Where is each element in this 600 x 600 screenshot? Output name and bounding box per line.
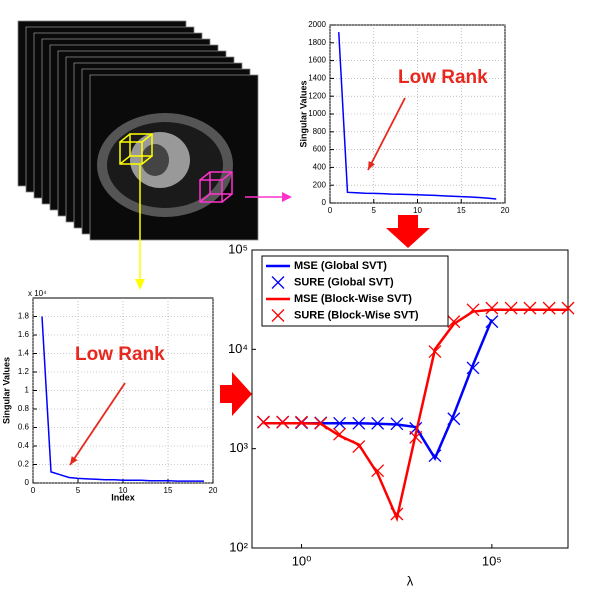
series-line	[41, 316, 204, 482]
y-tick-label: 0	[322, 198, 327, 207]
annotation-arrow	[69, 382, 126, 466]
marker	[447, 315, 461, 329]
marker	[466, 303, 480, 317]
marker	[485, 315, 499, 329]
annotation: Low Rank	[398, 67, 488, 88]
y-tick-label: 1800	[308, 38, 326, 47]
yellow-arrow	[135, 165, 145, 290]
marker	[485, 301, 499, 315]
x-tick-label: 5	[372, 206, 377, 215]
y-scale-label: x 10⁴	[28, 289, 47, 298]
series-line	[263, 308, 568, 523]
x-tick-label: 0	[31, 486, 36, 495]
marker	[256, 415, 270, 429]
y-tick-label: 10³	[229, 440, 248, 455]
y-tick-label: 1.4	[18, 349, 30, 358]
marker	[390, 507, 404, 521]
x-tick-label: 10	[413, 206, 422, 215]
y-tick-label: 1400	[308, 74, 326, 83]
marker	[352, 416, 366, 430]
y-tick-label: 10²	[229, 539, 248, 554]
magenta-cube	[199, 171, 233, 203]
annotation: Low Rank	[75, 344, 165, 365]
y-tick-label: 1000	[308, 109, 326, 118]
y-tick-label: 0.2	[18, 460, 30, 469]
annotation-arrowhead	[368, 161, 375, 170]
marker	[542, 301, 556, 315]
y-tick-label: 10⁵	[228, 241, 248, 256]
y-tick-label: 2000	[308, 20, 326, 29]
x-tick-label: 10	[119, 486, 128, 495]
x-tick-label: 0	[328, 206, 333, 215]
x-tick-label: 20	[501, 206, 510, 215]
series-line	[338, 32, 497, 200]
marker	[371, 464, 385, 478]
marker	[428, 345, 442, 359]
y-tick-label: 400	[313, 163, 327, 172]
y-tick-label: 800	[313, 127, 327, 136]
marker	[352, 440, 366, 454]
legend-label: MSE (Global SVT)	[294, 260, 387, 272]
marker	[333, 427, 347, 441]
marker	[333, 416, 347, 430]
legend-swatch	[271, 276, 285, 289]
x-tick-label: 5	[76, 486, 81, 495]
y-tick-label: 10⁴	[228, 341, 248, 356]
marker	[409, 430, 423, 444]
legend-label: SURE (Block-Wise SVT)	[294, 309, 419, 321]
marker	[409, 421, 423, 435]
x-tick-label: 15	[164, 486, 173, 495]
x-tick-label: 15	[457, 206, 466, 215]
y-tick-label: 0.8	[18, 404, 30, 413]
annotation-arrow	[367, 97, 406, 171]
y-axis-label: Singular Values	[1, 357, 11, 424]
marker	[447, 412, 461, 426]
y-tick-label: 0	[25, 478, 30, 487]
yellow-cube	[119, 133, 153, 165]
marker	[314, 416, 328, 430]
y-tick-label: 1	[25, 386, 30, 395]
legend-box	[261, 255, 449, 327]
magenta-arrow	[245, 192, 292, 202]
red-block-arrow-right	[220, 372, 252, 416]
marker	[295, 415, 308, 429]
y-tick-label: 600	[313, 145, 327, 154]
mri-ventricle	[141, 144, 169, 176]
marker	[523, 301, 537, 315]
x-axis-label: λ	[407, 573, 414, 588]
y-tick-label: 0.6	[18, 423, 30, 432]
legend-label: SURE (Global SVT)	[294, 276, 394, 288]
y-tick-label: 1.8	[18, 312, 30, 321]
marker	[428, 449, 442, 463]
x-axis-label: Index	[111, 492, 135, 502]
x-tick-label: 10⁰	[292, 553, 312, 568]
marker	[504, 301, 518, 315]
marker	[276, 415, 290, 429]
y-tick-label: 1.2	[18, 367, 30, 376]
x-tick-label: 20	[209, 486, 218, 495]
y-tick-label: 1200	[308, 91, 326, 100]
x-tick-label: 10⁵	[482, 553, 502, 568]
marker	[390, 417, 404, 431]
red-block-arrow-down	[386, 215, 430, 248]
legend-label: MSE (Block-Wise SVT)	[294, 293, 412, 305]
y-tick-label: 1600	[308, 56, 326, 65]
marker	[466, 361, 480, 375]
y-axis-label: Singular Values	[298, 80, 308, 147]
y-tick-label: 1.6	[18, 330, 30, 339]
legend-swatch	[271, 309, 285, 322]
annotation-arrowhead	[70, 456, 78, 465]
marker	[371, 416, 385, 430]
marker	[561, 301, 575, 315]
y-tick-label: 0.4	[18, 441, 30, 450]
y-tick-label: 200	[313, 180, 327, 189]
